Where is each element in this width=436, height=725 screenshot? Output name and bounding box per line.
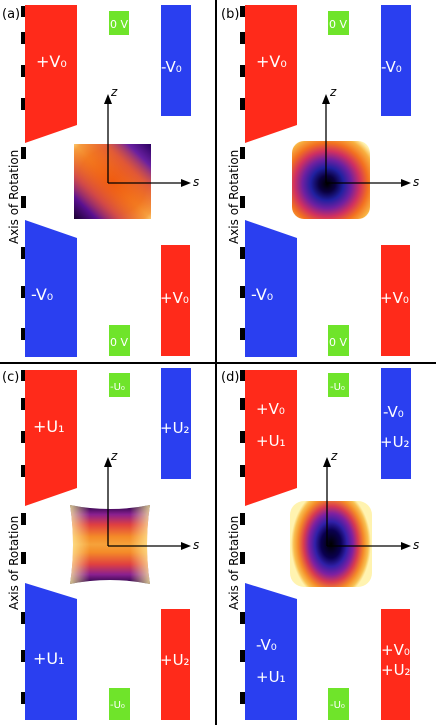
panel-c-top-left-electrode [25,370,77,506]
panel-d-potential-map [290,501,372,587]
panel-b-top-right-label: -V₀ [381,58,402,76]
panel-b-z-label: z [329,85,337,99]
panel-a-bottom-mid-label: 0 V [110,336,128,349]
panel-d-bottom-mid-electrode [328,688,349,720]
panel-d-axis-label: Axis of Rotation [227,516,241,610]
panel-c-axis-ticks [21,370,26,704]
panel-c-top-mid-label: -U₀ [110,382,125,393]
panel-a-potential-map [74,144,151,219]
panel-b-s-label: s [413,175,419,189]
panel-d-bottom-mid-label: -U₀ [330,700,345,711]
panel-d-bottom-left-label-1: -V₀ [256,636,277,654]
panel-d-top-left-label-2: +U₁ [256,432,286,450]
panel-c-top-right-electrode [161,368,191,479]
panel-c-bottom-right-electrode [161,609,190,720]
panel-d-top-right-label-2: +U₂ [380,433,410,451]
panel-b-top-mid-label: 0 V [329,18,347,31]
panel-a-top-mid-electrode [109,11,129,35]
panel-d-bottom-right-label-2: +U₂ [381,661,411,679]
panel-d-axis-ticks [240,370,245,704]
panel-b-axis-ticks [240,6,245,340]
panel-a-z-label: z [110,85,118,99]
panel-a-top-left-electrode [25,5,77,143]
panel-d-top-right-label-1: -V₀ [383,403,404,421]
panel-d-tag: (d) [221,370,239,385]
panel-b-bottom-left-label: -V₀ [251,285,273,304]
panel-b-bottom-right-electrode [381,245,410,356]
panel-c-potential-map [70,505,150,584]
panel-c-axis-label: Axis of Rotation [7,516,21,610]
panel-b-bottom-left-electrode [245,220,297,357]
panel-d-top-left-label-1: +V₀ [256,400,285,418]
panel-c-s-label: s [193,538,199,552]
panel-b-tag: (b) [221,7,239,22]
panel-a-bottom-left-label: -V₀ [31,285,53,304]
panel-c-top-right-label: +U₂ [160,419,190,437]
panel-a-s-label: s [193,175,199,189]
panel-d-top-right-electrode [381,368,411,479]
panel-c-bottom-mid-label: -U₀ [110,700,125,711]
panel-a: (a) +V₀ 0 V -V₀ -V₀ 0 V +V₀ [2,5,199,357]
panel-d-bottom-right-label-1: +V₀ [381,641,410,659]
panel-d-bottom-right-electrode [381,609,410,720]
panel-c-bottom-mid-electrode [109,688,130,720]
panel-b-bottom-right-label: +V₀ [380,289,409,307]
panel-a-axis-ticks [21,6,26,340]
panel-d-top-mid-label: -U₀ [330,382,345,393]
panel-a-tag: (a) [2,7,20,22]
panel-b-axis-label: Axis of Rotation [227,150,241,244]
panel-b-bottom-mid-electrode [328,325,349,356]
panel-a-top-mid-label: 0 V [110,18,128,31]
panel-c-bottom-left-label: +U₁ [33,649,65,668]
panel-a-bottom-mid-electrode [109,325,130,356]
panel-b-top-left-label: +V₀ [256,52,287,71]
panel-c: (c) +U₁ -U₀ +U₂ +U₁ -U₀ +U₂ [2,368,199,720]
panel-a-top-right-electrode [161,5,191,116]
panel-b: (b) +V₀ 0 V -V₀ -V₀ 0 V +V₀ z s Ax [221,5,419,357]
panel-d: (d) +V₀ +U₁ -U₀ -V₀ +U₂ -V₀ +U₁ -U₀ +V₀ … [221,368,419,720]
panel-d-top-left-electrode [245,370,297,506]
panel-b-top-mid-electrode [328,11,349,35]
panel-d-bottom-left-electrode [245,583,297,720]
panel-c-bottom-left-electrode [25,583,77,720]
panel-d-bottom-left-label-2: +U₁ [256,668,286,686]
panel-c-top-mid-electrode [109,373,130,397]
panel-d-s-label: s [413,538,419,552]
panel-a-top-left-label: +V₀ [36,52,67,71]
panel-c-tag: (c) [2,370,19,385]
panel-c-z-label: z [110,449,118,463]
panel-b-potential-map [292,141,370,219]
panel-b-top-right-electrode [381,5,411,116]
panel-a-axis-label: Axis of Rotation [7,150,21,244]
panel-c-bottom-right-label: +U₂ [160,651,190,669]
panel-c-top-left-label: +U₁ [33,417,65,436]
panel-a-bottom-right-electrode [161,245,190,356]
panel-b-bottom-mid-label: 0 V [329,336,347,349]
panel-d-top-mid-electrode [328,373,349,397]
panel-a-bottom-left-electrode [25,220,77,357]
panel-b-top-left-electrode [245,5,297,143]
panel-d-z-label: z [330,449,338,463]
panel-a-top-right-label: -V₀ [161,58,182,76]
panel-a-bottom-right-label: +V₀ [160,289,189,307]
